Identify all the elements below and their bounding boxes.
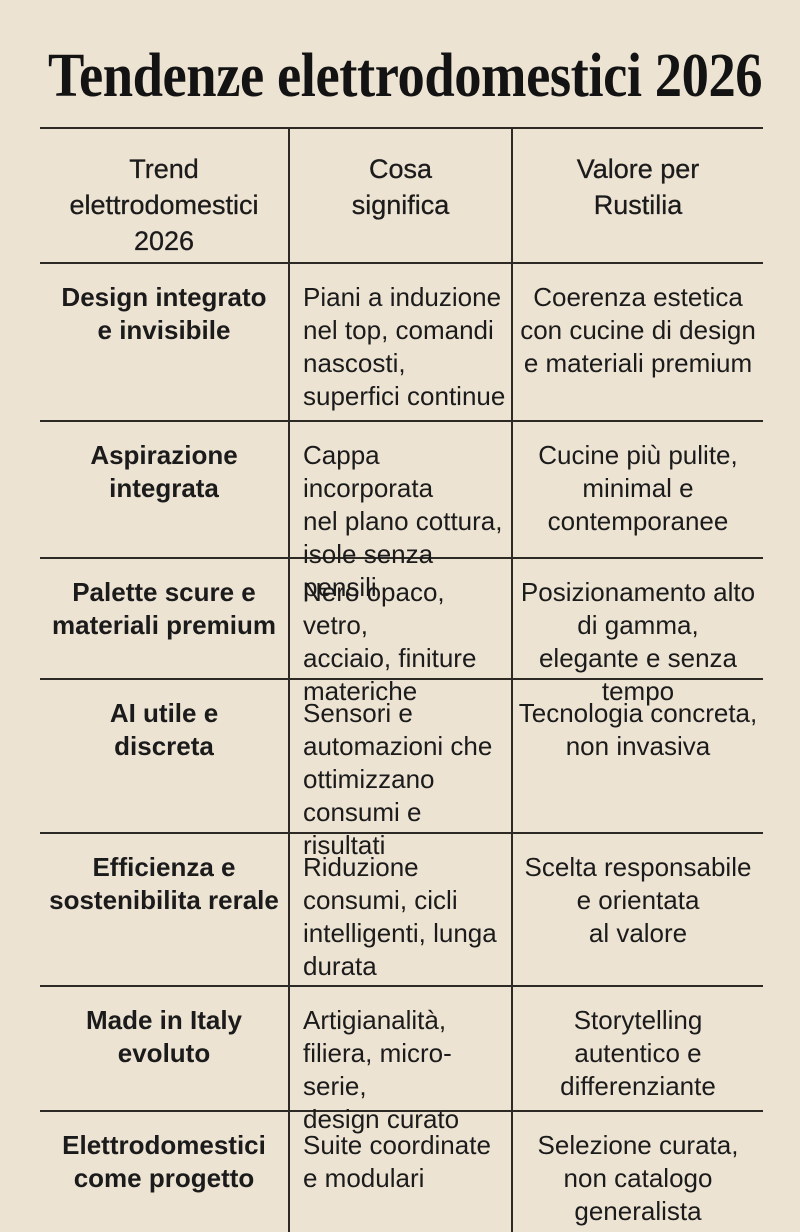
cell-meaning: Riduzione consumi, cicli intelligenti, l… — [290, 834, 513, 985]
table-row: AI utile e discreta Sensori e automazion… — [40, 680, 763, 860]
cell-value: Scelta responsabile e orientata al valor… — [524, 852, 752, 948]
cell-trend: Design integrato e invisibile — [40, 264, 290, 420]
table-row: Palette scure e materiali premium Nero o… — [40, 559, 763, 706]
table-row: Made in Italy evoluto Artigianalità, fil… — [40, 987, 763, 1134]
cell-meaning: Suite coordinate e modulari — [290, 1112, 513, 1232]
cell-value: Tecnologia concreta, non invasiva — [518, 698, 758, 761]
cell-trend: Elettrodomestici come progetto — [40, 1112, 290, 1232]
table-header-row: Trend elettrodomestici 2026 Cosa signifi… — [40, 129, 763, 264]
cell-trend: Aspirazione integrata — [40, 422, 290, 557]
cell-value: Posizionamento alto di gamma, elegante e… — [520, 577, 756, 706]
table-row: Aspirazione integrata Cappa incorporata … — [40, 422, 763, 602]
trends-table: Trend elettrodomestici 2026 Cosa signifi… — [40, 127, 763, 1232]
cell-meaning: Artigianalità, filiera, micro-serie, des… — [290, 987, 513, 1134]
page-title: Tendenze elettrodomestici 2026 — [48, 42, 763, 110]
cell-meaning: Nero opaco, vetro, acciaio, finiture mat… — [290, 559, 513, 706]
header-cell-trend: Trend elettrodomestici 2026 — [40, 129, 290, 262]
cell-meaning: Sensori e automazioni che ottimizzano co… — [290, 680, 513, 860]
cell-value: Selezione curata, non catalogo generalis… — [537, 1130, 739, 1226]
header-cell-value: Valore per Rustilia — [576, 154, 700, 220]
cell-trend: AI utile e discreta — [40, 680, 290, 832]
table-row: Elettrodomestici come progetto Suite coo… — [40, 1112, 763, 1232]
cell-value: Cucine più pulite, minimal e contemporan… — [538, 440, 738, 536]
table-row: Design integrato e invisibile Piani a in… — [40, 264, 763, 422]
cell-trend: Efficienza e sostenibilita rerale — [40, 834, 290, 985]
cell-trend: Made in Italy evoluto — [40, 987, 290, 1110]
header-cell-meaning: Cosa significa — [290, 129, 513, 262]
cell-value: Storytelling autentico e differenziante — [560, 1005, 716, 1101]
cell-meaning: Piani a induzione nel top, comandi nasco… — [290, 264, 513, 420]
table-row: Efficienza e sostenibilita rerale Riduzi… — [40, 834, 763, 987]
cell-trend: Palette scure e materiali premium — [40, 559, 290, 678]
cell-value: Coerenza estetica con cucine di design e… — [520, 282, 756, 378]
cell-meaning: Cappa incorporata nel plano cottura, iso… — [290, 422, 513, 602]
